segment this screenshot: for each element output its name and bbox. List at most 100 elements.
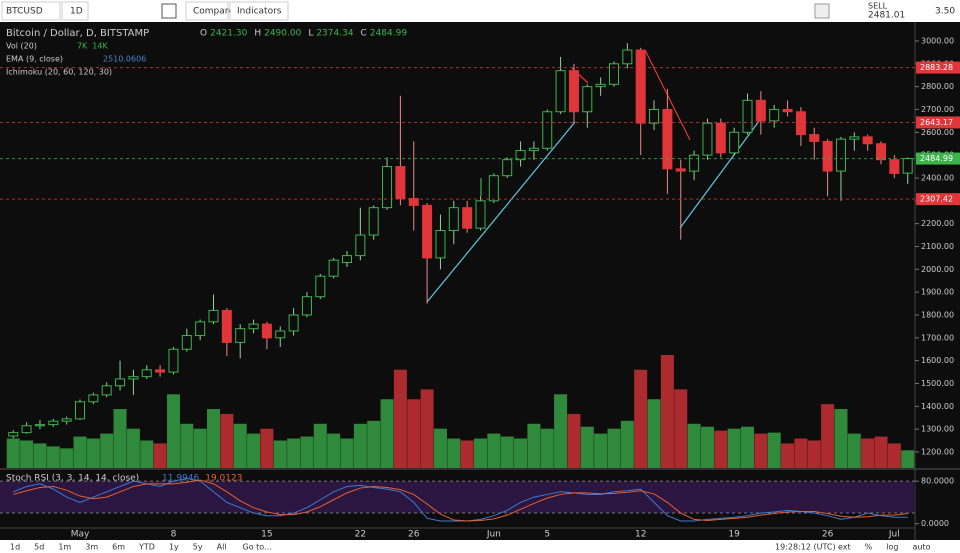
price-label-box (916, 193, 960, 206)
candle-body (488, 175, 499, 202)
volume-bar (33, 443, 47, 468)
y-tick-label: 2800.00 (921, 82, 954, 91)
axis-option[interactable]: % (865, 543, 873, 552)
y-tick-label: 2400.00 (921, 173, 954, 182)
price-label: 2883.28 (920, 63, 953, 72)
interval-box[interactable] (61, 1, 89, 21)
interval[interactable]: 1D (70, 7, 83, 17)
range-button[interactable]: 5d (34, 543, 44, 552)
symbol[interactable]: BTCUSD (6, 7, 43, 17)
compare-label[interactable]: Compare (193, 7, 234, 17)
indicator-name[interactable]: Vol (20) (6, 42, 37, 51)
volume-bar (540, 428, 554, 468)
axis-option[interactable]: auto (912, 543, 930, 552)
range-button[interactable]: 5y (193, 543, 203, 552)
candle-body (301, 296, 312, 316)
goto-button[interactable]: Go to... (243, 543, 272, 552)
ohlc-key: O (200, 29, 207, 39)
volume-bar (874, 436, 888, 468)
volume-bar (73, 436, 87, 468)
candle-body (261, 323, 272, 339)
volume-bar (674, 389, 688, 468)
indicator-value: 7K (77, 42, 88, 51)
range-button[interactable]: 3m (85, 543, 98, 552)
volume-bar (166, 394, 180, 468)
volume-bar (247, 433, 261, 468)
sell-price[interactable]: 2481.01 (868, 11, 905, 21)
y-tick-label: 1800.00 (921, 310, 954, 319)
volume-bar (180, 423, 194, 468)
ohlc-key: L (308, 29, 313, 39)
candle-body (769, 108, 780, 122)
y-tick-label: 2600.00 (921, 128, 954, 137)
color-box[interactable] (814, 3, 830, 19)
candle-body (248, 323, 259, 330)
candle-body (8, 432, 19, 437)
volume-bar (126, 428, 140, 468)
volume-bar (287, 438, 301, 468)
candle-body (155, 369, 166, 373)
candle-body (101, 385, 112, 396)
candle-body (382, 166, 393, 209)
candle-body (141, 369, 152, 378)
y-tick-label: 1900.00 (921, 288, 954, 297)
range-button[interactable]: 1y (169, 543, 179, 552)
range-button[interactable]: All (217, 543, 227, 552)
volume-bar (300, 436, 314, 468)
volume-bar (487, 433, 501, 468)
candle-body (809, 134, 820, 142)
indicators-label[interactable]: Indicators (237, 7, 282, 17)
sell-label[interactable]: SELL (868, 2, 888, 11)
y-tick-label: 1300.00 (921, 425, 954, 434)
volume-bar (794, 438, 808, 468)
price-label: 2307.42 (920, 195, 953, 204)
volume-bar (86, 438, 100, 468)
indicator-name[interactable]: EMA (9, close) (6, 55, 63, 64)
volume-bar (6, 438, 20, 468)
settings-icon[interactable] (161, 3, 177, 19)
candle-body (288, 314, 299, 332)
x-tick-label: May (71, 530, 90, 540)
candle-body (889, 159, 900, 174)
candle-body (408, 198, 419, 206)
candle-body (61, 418, 72, 422)
axis-option[interactable]: log (886, 543, 898, 552)
candle-body (115, 378, 126, 387)
chart-title: Bitcoin / Dollar, D, BITSTAMP (6, 28, 149, 39)
candle-body (475, 200, 486, 229)
volume-bar (380, 399, 394, 468)
ohlc-value: 2374.34 (316, 29, 353, 39)
indicator-name[interactable]: Ichimoku (20, 60, 120, 30) (6, 68, 112, 77)
candle-body (128, 376, 139, 380)
range-button[interactable]: 1d (10, 543, 20, 552)
compare-button[interactable] (185, 1, 229, 21)
volume-bar (474, 438, 487, 468)
volume-bar (660, 355, 674, 468)
volume-bar (60, 448, 74, 468)
ohlc-key: H (254, 29, 261, 39)
volume-bar (834, 409, 848, 468)
candle-body (355, 234, 366, 257)
axis-option[interactable]: ext (838, 543, 851, 552)
candle-body (48, 420, 59, 426)
y-tick-label: 2000.00 (921, 265, 954, 274)
range-button[interactable]: 6m (112, 543, 125, 552)
stoch-value: 19.0123 (205, 474, 242, 484)
volume-bar (634, 369, 648, 468)
candle-body (235, 328, 246, 343)
indicator-value: 14K (92, 42, 108, 51)
stoch-title: Stoch RSI (3, 3, 14, 14, close) (6, 474, 139, 484)
range-button[interactable]: 1m (58, 543, 71, 552)
y-tick-label: 2100.00 (921, 242, 954, 251)
range-button[interactable]: YTD (138, 543, 155, 552)
x-tick-label: 19 (728, 530, 740, 540)
candle-body (568, 70, 579, 113)
price-label: 2643.17 (920, 118, 953, 127)
volume-bar (767, 432, 781, 468)
volume-bar (153, 443, 167, 468)
volume-bar (847, 433, 861, 468)
volume-bar (260, 428, 274, 468)
indicators-button[interactable] (229, 1, 289, 21)
symbol-box[interactable] (1, 1, 61, 21)
